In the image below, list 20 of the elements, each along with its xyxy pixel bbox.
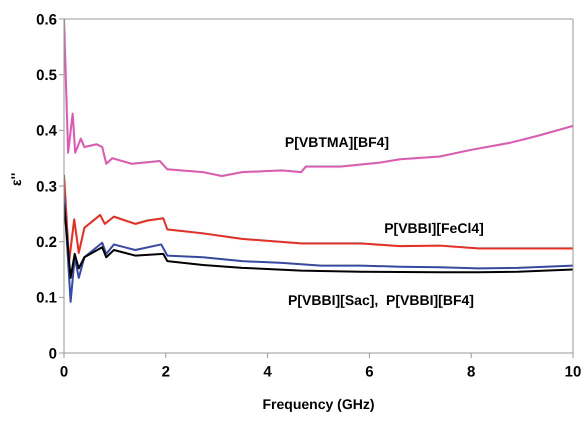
annotation: P[VBTMA][BF4] bbox=[284, 134, 390, 150]
line-series bbox=[64, 174, 573, 262]
x-tick-label: 0 bbox=[60, 364, 68, 381]
y-tick-label: 0.5 bbox=[36, 66, 57, 84]
x-tick-label: 2 bbox=[162, 364, 170, 381]
y-tick-label: 0.1 bbox=[36, 290, 57, 307]
x-tick-label: 6 bbox=[365, 364, 374, 381]
y-tick-label: 0 bbox=[48, 345, 57, 362]
line-series bbox=[64, 202, 573, 279]
y-tick-label: 0.4 bbox=[36, 122, 58, 140]
annotation: P[VBBI][Sac], P[VBBI][BF4] bbox=[288, 292, 474, 308]
annotation: P[VBBI][FeCl4] bbox=[384, 220, 484, 236]
x-tick-label: 8 bbox=[467, 364, 476, 381]
y-tick-label: 0.6 bbox=[36, 11, 57, 28]
y-tick-label: 0.3 bbox=[36, 178, 57, 196]
y-tick-label: 0.2 bbox=[36, 234, 57, 251]
x-tick-label: 10 bbox=[564, 364, 582, 381]
x-tick-label: 4 bbox=[263, 364, 272, 381]
x-axis-title: Frequency (GHz) bbox=[262, 396, 375, 412]
y-axis-title: ε'' bbox=[8, 172, 24, 186]
